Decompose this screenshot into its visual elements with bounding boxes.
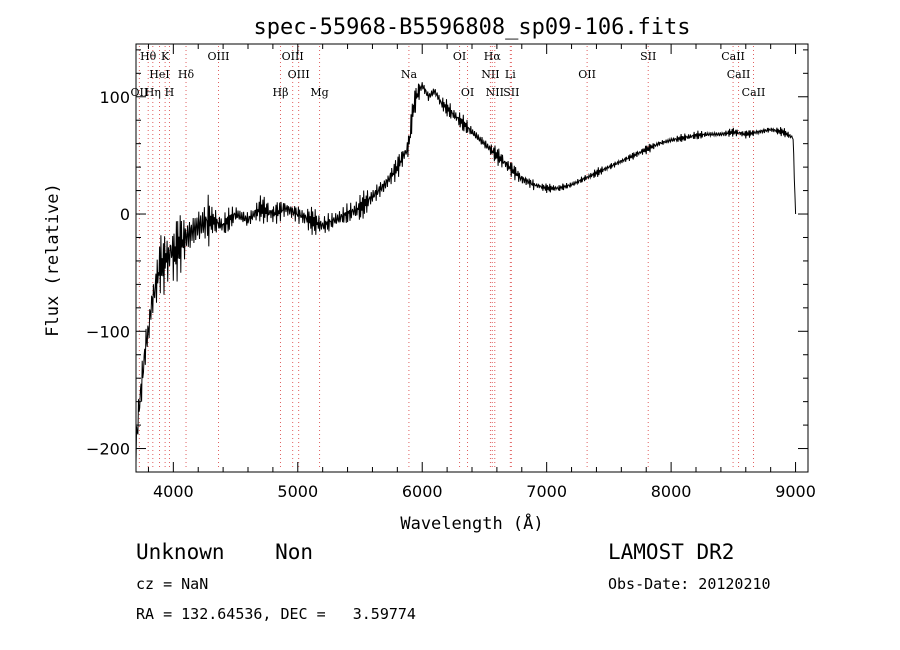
x-tick-label: 4000: [153, 482, 194, 501]
line-label: Hη: [145, 86, 161, 99]
line-label: NII: [486, 86, 504, 99]
line-label: Mg: [310, 86, 328, 99]
line-label: OIII: [282, 50, 304, 63]
obs-date-label: Obs-Date: 20120210: [608, 575, 771, 593]
line-label: Hα: [484, 50, 502, 63]
line-label: Hθ: [140, 50, 157, 63]
plot-frame: [135, 43, 809, 473]
redshift-label: cz = NaN: [136, 575, 209, 593]
line-label: OI: [453, 50, 466, 63]
y-tick-label: 100: [99, 88, 130, 107]
line-label: CaII: [727, 68, 751, 81]
survey-label: LAMOST DR2: [608, 540, 735, 564]
spectrum-series: [135, 82, 797, 463]
y-tick-label: 0: [120, 205, 130, 224]
coordinates-label: RA = 132.64536, DEC = 3.59774: [136, 605, 416, 623]
line-label: Na: [401, 68, 418, 81]
line-label: OIII: [207, 50, 229, 63]
line-label: H: [165, 86, 175, 99]
line-label: OII: [131, 86, 149, 99]
line-label: OI: [461, 86, 474, 99]
line-label: OII: [578, 68, 596, 81]
y-axis-label: Flux (relative): [43, 183, 63, 337]
line-label: K: [161, 50, 170, 63]
x-tick-label: 8000: [651, 482, 692, 501]
line-label: NII: [481, 68, 499, 81]
y-axis-ticks: −200 −100 0 100: [86, 49, 808, 459]
x-tick-label: 6000: [402, 482, 443, 501]
x-tick-label: 5000: [277, 482, 318, 501]
line-label: CaII: [721, 50, 745, 63]
y-tick-label: −200: [86, 440, 130, 459]
line-label: CaII: [742, 86, 766, 99]
line-label: Li: [505, 68, 516, 81]
line-label: SII: [640, 50, 656, 63]
chart-title: spec-55968-B5596808_sp09-106.fits: [253, 15, 690, 40]
line-label: Hδ: [178, 68, 195, 81]
x-axis-ticks: 4000 5000 6000 7000 8000 9000: [147, 44, 816, 501]
line-label: OIII: [288, 68, 310, 81]
line-label: HeI: [149, 68, 169, 81]
spectrum-line: [135, 82, 797, 463]
x-tick-label: 7000: [526, 482, 567, 501]
line-label: Hβ: [273, 86, 289, 99]
y-tick-label: −100: [86, 322, 130, 341]
x-axis-label: Wavelength (Å): [400, 512, 543, 534]
x-tick-label: 9000: [775, 482, 816, 501]
classification-label: Unknown Non: [136, 540, 314, 564]
line-label: SII: [503, 86, 519, 99]
